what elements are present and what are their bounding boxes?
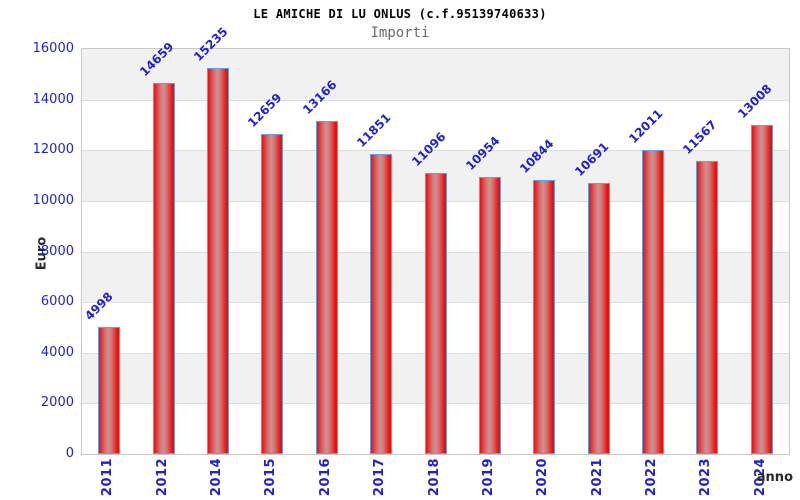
grid-line — [82, 99, 789, 101]
bar — [533, 180, 556, 454]
x-axis-tick-label: 2014 — [208, 457, 224, 497]
bar — [315, 121, 338, 454]
x-axis-tick-label: 2023 — [698, 457, 714, 497]
x-axis-tick-label: 2019 — [480, 457, 496, 497]
bar — [206, 68, 229, 454]
y-axis-tick-label: 12000 — [32, 142, 74, 158]
x-axis-tick-label: 2017 — [372, 457, 388, 497]
plot-area — [81, 48, 790, 455]
chart-subtitle: Importi — [370, 25, 430, 41]
bar — [424, 173, 447, 454]
bar — [478, 177, 501, 454]
bar — [696, 161, 719, 454]
y-axis-tick-label: 0 — [65, 446, 74, 461]
y-axis-tick-label: 10000 — [32, 192, 74, 208]
y-axis-tick-label: 8000 — [40, 243, 74, 259]
y-axis-tick-label: 16000 — [32, 41, 74, 56]
x-axis-tick-label: 2021 — [589, 457, 605, 497]
bar — [750, 125, 773, 454]
x-axis-tick-label: 2020 — [535, 457, 551, 497]
x-axis-tick-label: 2015 — [263, 457, 279, 497]
bar — [587, 183, 610, 454]
bar — [152, 83, 175, 454]
x-axis-tick-label: 2011 — [100, 457, 116, 497]
x-axis-label: anno — [756, 470, 793, 485]
x-axis-tick-label: 2016 — [317, 457, 333, 497]
bar — [261, 134, 284, 454]
y-axis-tick-label: 4000 — [40, 344, 74, 360]
chart-title: LE AMICHE DI LU ONLUS (c.f.95139740633) — [253, 7, 547, 21]
y-axis-tick-label: 6000 — [40, 294, 74, 310]
grid-line — [82, 150, 789, 152]
bar — [98, 327, 121, 454]
x-axis-tick-label: 2022 — [644, 457, 660, 497]
y-axis-tick-label: 14000 — [32, 91, 74, 107]
x-axis-tick-label: 2018 — [426, 457, 442, 497]
x-axis-tick-label: 2012 — [154, 457, 170, 497]
bar — [642, 150, 665, 454]
grid-band — [82, 49, 789, 100]
y-axis-tick-label: 2000 — [40, 395, 74, 411]
bar — [370, 154, 393, 454]
